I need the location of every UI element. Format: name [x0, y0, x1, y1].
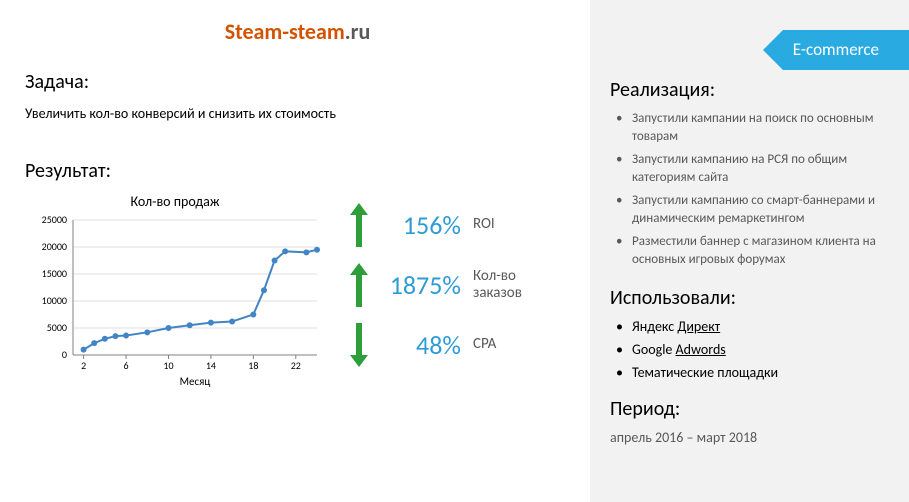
tools-item: Тематические площадки — [614, 364, 894, 383]
metric-row: 48%CPA — [345, 323, 553, 367]
sales-chart: 0 5000 10000 15000 20000 25000 2 6 10 14 18 22 Месяц — [25, 214, 325, 389]
tools-item: Google Adwords — [614, 341, 894, 360]
metric-label: Кол-во заказов — [473, 268, 553, 301]
result-heading: Результат: — [25, 159, 570, 183]
svg-text:Месяц: Месяц — [180, 375, 211, 388]
logo-part1: Steam-steam — [225, 18, 345, 45]
realization-item: Запустили кампанию со смарт-баннерами и … — [614, 192, 894, 227]
metric-value: 1875% — [373, 269, 473, 301]
left-column: Steam-steam.ru Задача: Увеличить кол-во … — [0, 0, 590, 502]
svg-text:5000: 5000 — [47, 321, 67, 334]
realization-list: Запустили кампании на поиск по основным … — [610, 110, 894, 268]
svg-text:18: 18 — [248, 359, 258, 372]
result-row: Кол-во продаж 0 5000 10000 15000 20000 25000 2… — [25, 193, 570, 389]
svg-text:14: 14 — [206, 359, 216, 372]
tag-label: E-commerce — [783, 30, 909, 70]
svg-text:10000: 10000 — [42, 294, 67, 307]
svg-text:10: 10 — [163, 359, 173, 372]
category-tag: E-commerce — [763, 30, 909, 70]
task-text: Увеличить кол-во конверсий и снизить их … — [25, 104, 365, 124]
chart-title: Кол-во продаж — [25, 193, 325, 210]
svg-text:22: 22 — [291, 359, 301, 372]
chart-container: Кол-во продаж 0 5000 10000 15000 20000 25000 2… — [25, 193, 325, 389]
period-text: апрель 2016 – март 2018 — [610, 429, 894, 446]
arrow-down-icon — [345, 323, 373, 367]
arrow-up-icon — [345, 263, 373, 307]
svg-text:25000: 25000 — [42, 214, 67, 226]
svg-text:2: 2 — [81, 359, 86, 372]
metrics-list: 156%ROI1875%Кол-во заказов48%CPA — [345, 203, 553, 383]
metric-row: 156%ROI — [345, 203, 553, 247]
period-heading: Период: — [610, 397, 894, 421]
logo: Steam-steam.ru — [25, 18, 570, 45]
tools-item: Яндекс Директ — [614, 318, 894, 337]
realization-item: Запустили кампанию на РСЯ по общим катег… — [614, 151, 894, 186]
right-column: E-commerce Реализация: Запустили кампани… — [590, 0, 909, 502]
realization-heading: Реализация: — [610, 78, 894, 102]
metric-value: 156% — [373, 209, 473, 241]
task-heading: Задача: — [25, 70, 570, 94]
svg-text:6: 6 — [124, 359, 129, 372]
metric-label: CPA — [473, 336, 553, 353]
metric-row: 1875%Кол-во заказов — [345, 263, 553, 307]
metric-value: 48% — [373, 329, 473, 361]
svg-text:15000: 15000 — [42, 267, 67, 280]
realization-item: Запустили кампании на поиск по основным … — [614, 110, 894, 145]
logo-part2: .ru — [345, 18, 371, 45]
arrow-up-icon — [345, 203, 373, 247]
svg-text:0: 0 — [62, 348, 67, 361]
realization-item: Разместили баннер с магазином клиента на… — [614, 233, 894, 268]
tools-heading: Использовали: — [610, 286, 894, 310]
svg-text:20000: 20000 — [42, 240, 67, 253]
metric-label: ROI — [473, 216, 553, 233]
tools-list: Яндекс Директ Google Adwords Тематические … — [610, 318, 894, 383]
tag-arrow-icon — [763, 30, 783, 70]
